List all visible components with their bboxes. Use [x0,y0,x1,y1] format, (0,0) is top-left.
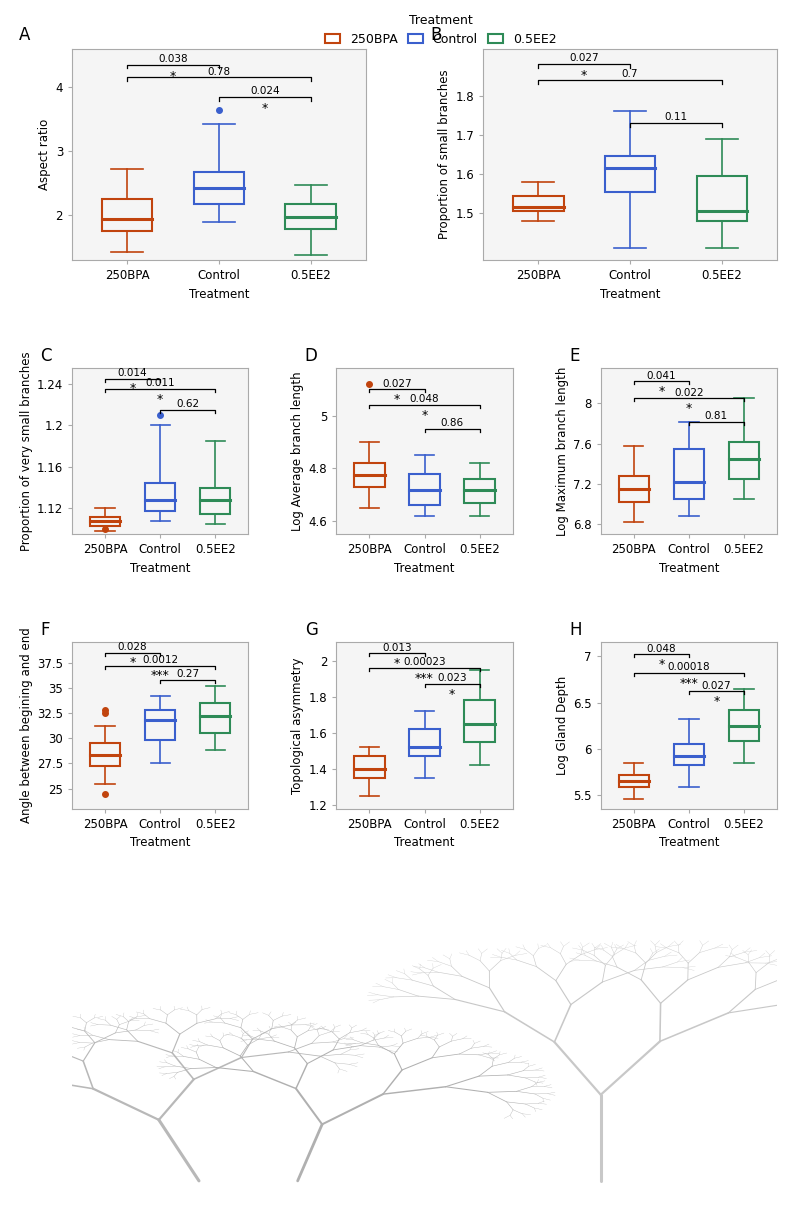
Text: *: * [394,393,400,406]
Text: 0.86: 0.86 [441,418,464,428]
Text: ***: *** [679,677,698,689]
Text: 0.78: 0.78 [207,67,231,77]
Y-axis label: Topological asymmetry: Topological asymmetry [292,658,304,794]
Legend: 250BPA, Control, 0.5EE2: 250BPA, Control, 0.5EE2 [321,10,560,50]
Text: 0.013: 0.013 [382,643,412,653]
Text: 0.048: 0.048 [646,643,676,654]
Bar [697,176,747,221]
Text: 0.014: 0.014 [118,368,147,378]
Text: 0.81: 0.81 [705,411,728,421]
Text: 0.00018: 0.00018 [667,663,710,672]
Text: I: I [93,928,98,944]
Text: 0.62: 0.62 [176,399,199,409]
Y-axis label: Log Average branch length: Log Average branch length [292,372,304,531]
Text: ***: *** [151,670,170,682]
X-axis label: Treatment: Treatment [658,562,719,575]
Bar [729,441,759,479]
Bar [409,474,440,506]
Text: 0.00023: 0.00023 [403,657,446,668]
Text: 0.041: 0.041 [646,371,676,381]
Y-axis label: Log Gland Depth: Log Gland Depth [556,676,569,776]
Text: 0.024: 0.024 [250,86,280,96]
Bar [409,730,440,756]
X-axis label: Treatment: Treatment [130,562,191,575]
Y-axis label: Aspect ratio: Aspect ratio [38,119,51,190]
Text: *: * [713,696,719,708]
Text: *: * [581,69,587,83]
Text: 0.027: 0.027 [570,54,599,63]
Bar [200,488,231,513]
Text: 0.028: 0.028 [118,642,147,652]
Text: *: * [262,102,268,114]
X-axis label: Treatment: Treatment [658,837,719,849]
Text: ***: *** [415,671,434,685]
Bar [674,744,704,765]
Bar [605,157,655,192]
Text: *: * [130,657,136,669]
Bar [194,173,244,204]
Bar [145,483,175,511]
Text: J: J [460,928,465,944]
Bar [465,479,495,502]
Text: 0.27: 0.27 [176,669,199,679]
Text: *: * [421,409,428,422]
Bar [618,775,649,788]
Text: *: * [170,69,176,83]
X-axis label: Treatment: Treatment [600,288,660,300]
X-axis label: Treatment: Treatment [394,562,455,575]
Bar [145,710,175,741]
Text: 0.027: 0.027 [702,681,731,691]
Text: *: * [449,688,455,700]
X-axis label: Treatment: Treatment [394,837,455,849]
Bar [465,700,495,742]
Bar [200,703,231,733]
Text: F: F [40,621,50,640]
Y-axis label: Proportion of small branches: Proportion of small branches [438,69,451,240]
Y-axis label: Angle between begining and end: Angle between begining and end [20,627,33,823]
Text: 0.011: 0.011 [146,378,175,388]
X-axis label: Treatment: Treatment [189,288,249,300]
Bar [354,756,384,778]
Text: C: C [40,347,52,365]
Y-axis label: Proportion of very small branches: Proportion of very small branches [20,351,33,551]
Bar [285,204,336,230]
Bar [674,449,704,500]
Text: *: * [157,393,163,406]
Bar [354,463,384,486]
Bar [90,517,120,527]
Text: H: H [569,621,582,640]
Text: G: G [304,621,317,640]
Bar [513,196,564,212]
Text: *: * [130,383,136,395]
Text: 0.048: 0.048 [410,394,439,405]
Text: *: * [658,658,665,671]
Text: 0.038: 0.038 [159,54,188,63]
Text: 0.022: 0.022 [674,388,703,398]
Text: 0.7: 0.7 [622,69,638,79]
Text: 0.023: 0.023 [437,674,467,683]
Bar [90,743,120,766]
Text: A: A [19,27,30,45]
Bar [618,475,649,502]
Text: B: B [430,27,442,45]
Text: *: * [686,402,692,416]
Text: E: E [569,347,579,365]
Text: 0.11: 0.11 [665,112,687,123]
Text: D: D [304,347,317,365]
Text: *: * [394,657,400,670]
Y-axis label: Log Maximum branch length: Log Maximum branch length [556,367,569,536]
Text: *: * [658,385,665,398]
X-axis label: Treatment: Treatment [130,837,191,849]
Text: 0.0012: 0.0012 [142,655,179,665]
Text: 0.027: 0.027 [382,378,412,389]
Bar [729,710,759,742]
Bar [102,199,152,231]
